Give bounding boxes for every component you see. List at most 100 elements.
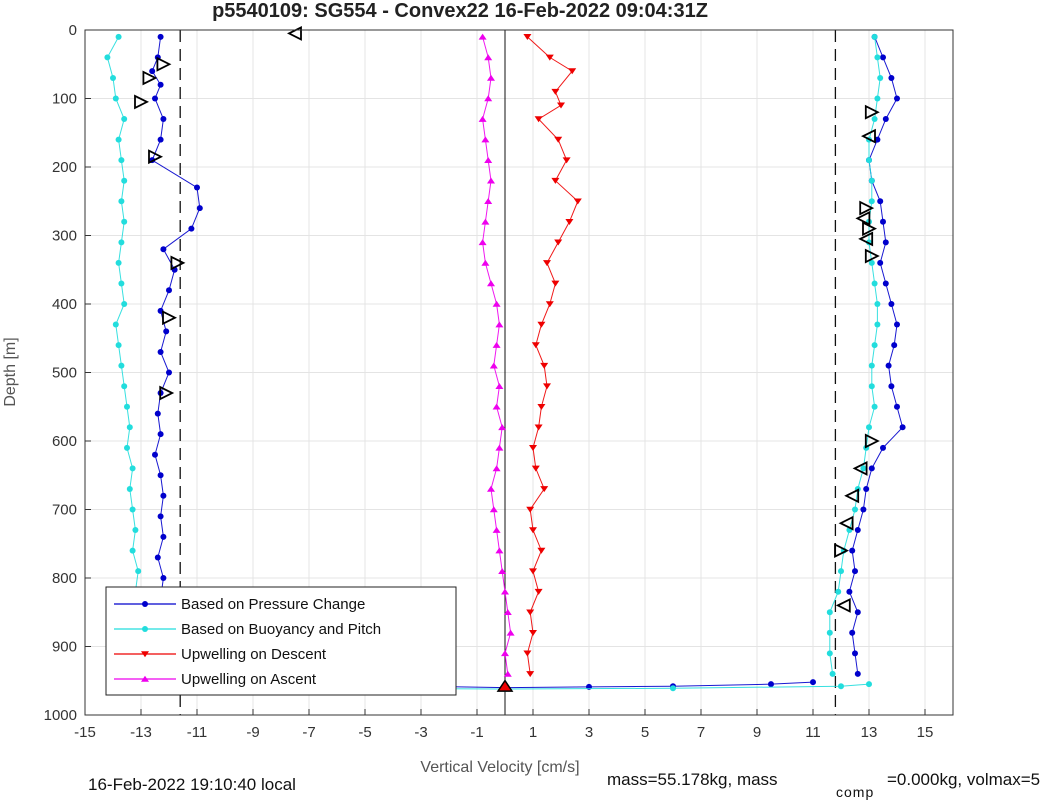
x-tick-label: 13 <box>861 724 878 741</box>
x-tick-label: 11 <box>805 724 821 741</box>
data-point <box>526 506 535 513</box>
data-point <box>835 588 842 595</box>
data-point <box>557 102 565 109</box>
data-point <box>492 341 501 348</box>
event-marker <box>859 200 875 216</box>
data-point <box>534 424 543 431</box>
x-tick-label: 7 <box>697 724 705 741</box>
data-point <box>121 116 128 123</box>
data-point <box>537 321 546 328</box>
data-point <box>826 650 833 657</box>
data-point <box>885 362 892 369</box>
data-point <box>503 670 512 677</box>
data-point <box>157 513 164 520</box>
data-point <box>160 492 167 499</box>
data-point <box>157 431 164 438</box>
grid-lines <box>84 29 953 716</box>
event-marker <box>864 433 880 449</box>
footer-mass-sub: comp <box>836 784 874 800</box>
legend-label: Upwelling on Descent <box>181 646 327 663</box>
data-point <box>852 568 858 575</box>
data-point <box>501 650 509 657</box>
data-point <box>529 527 537 534</box>
data-point <box>838 568 844 575</box>
event-markers <box>134 25 880 692</box>
data-point <box>487 74 495 81</box>
data-point <box>874 95 881 102</box>
data-point <box>768 681 774 688</box>
series-line <box>106 36 142 674</box>
data-point <box>871 116 878 123</box>
data-point <box>481 136 490 143</box>
event-marker <box>864 104 880 120</box>
data-point <box>526 671 535 678</box>
data-point <box>670 685 676 692</box>
data-point <box>484 156 493 163</box>
data-point <box>484 54 493 61</box>
data-point <box>534 588 543 595</box>
legend-marker <box>142 626 148 632</box>
data-point <box>894 403 900 410</box>
data-point <box>543 383 551 390</box>
data-point <box>135 568 142 575</box>
data-point <box>882 116 889 123</box>
series-line <box>482 36 512 674</box>
series-line <box>829 36 881 674</box>
y-tick-label: 800 <box>52 570 77 587</box>
data-point <box>573 198 582 205</box>
data-point <box>540 486 549 493</box>
data-point <box>551 280 560 287</box>
data-point <box>888 383 895 390</box>
data-point <box>854 670 861 677</box>
data-point <box>487 485 495 492</box>
data-point <box>860 465 867 472</box>
apogee-marker <box>496 679 514 692</box>
data-point <box>554 136 563 143</box>
data-point <box>157 472 164 479</box>
data-point <box>543 260 551 267</box>
data-point <box>157 348 164 355</box>
data-point <box>860 506 867 513</box>
data-point <box>124 403 130 410</box>
data-point <box>871 403 878 410</box>
series-upwelling-on-ascent <box>478 33 515 677</box>
data-point <box>529 630 537 636</box>
y-tick-label: 900 <box>52 639 77 656</box>
data-point <box>551 88 560 95</box>
data-point <box>154 410 161 417</box>
event-marker <box>142 70 158 86</box>
data-point <box>495 444 504 451</box>
series-upwelling-on-descent <box>523 34 582 678</box>
data-point <box>489 506 498 513</box>
data-point <box>157 81 164 88</box>
footer-mass-a: mass=55.178kg, mass <box>607 770 778 789</box>
data-point <box>531 342 540 349</box>
data-point <box>121 383 128 390</box>
event-marker <box>852 460 868 476</box>
x-tick-label: -9 <box>246 724 259 741</box>
event-marker <box>156 56 172 72</box>
data-point <box>880 218 886 225</box>
event-marker <box>170 255 186 271</box>
event-marker <box>858 231 874 247</box>
data-point <box>115 259 122 266</box>
data-point <box>154 554 161 561</box>
legend-entry: Upwelling on Ascent <box>114 671 317 688</box>
data-point <box>495 383 504 389</box>
legend-marker <box>141 675 149 682</box>
data-point <box>129 547 136 554</box>
data-point <box>196 205 203 212</box>
footer-mass-b: =0.000kg, volmax=5 <box>887 770 1040 789</box>
data-point <box>868 465 875 472</box>
data-point <box>545 301 554 308</box>
data-point <box>132 527 139 534</box>
data-point <box>157 33 164 40</box>
data-point <box>529 568 537 575</box>
data-point <box>849 629 856 636</box>
data-point <box>166 369 172 376</box>
x-tick-label: -5 <box>358 724 371 741</box>
data-point <box>849 547 856 554</box>
data-point <box>899 424 906 431</box>
data-point <box>481 218 490 225</box>
data-point <box>152 451 158 458</box>
